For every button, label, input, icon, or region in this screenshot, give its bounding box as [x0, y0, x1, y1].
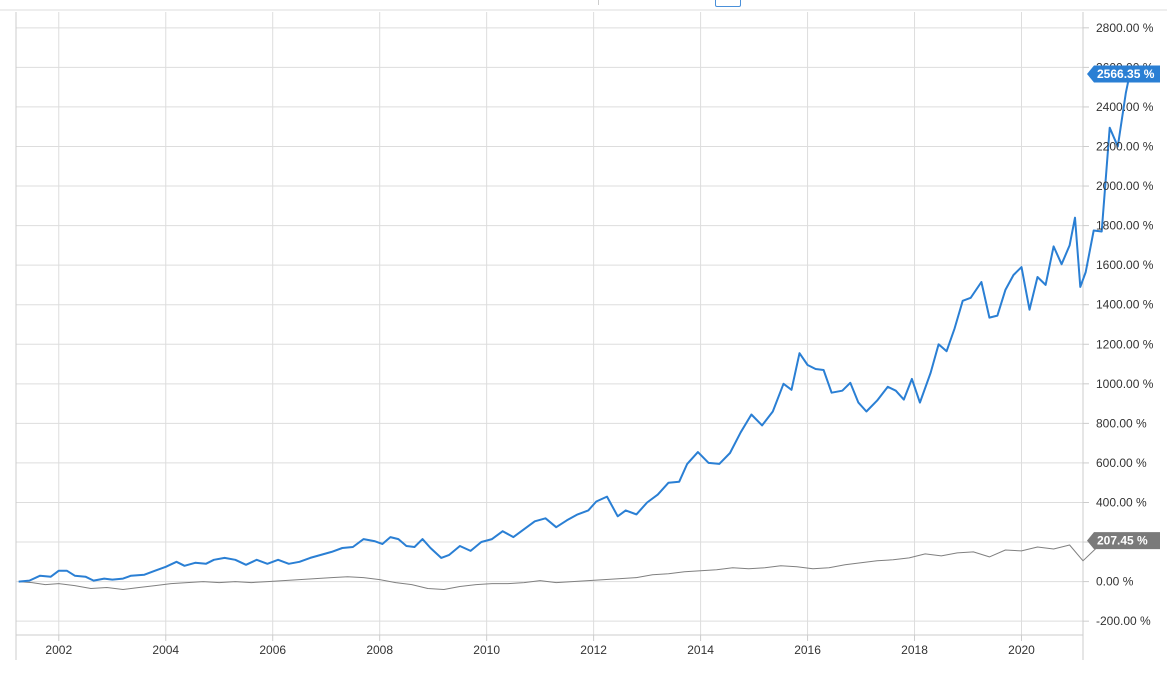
x-tick-label: 2012: [580, 643, 607, 657]
y-tick-label: 0.00 %: [1096, 575, 1134, 589]
plot-frame: [0, 9, 1167, 660]
x-tick-label: 2008: [366, 643, 393, 657]
y-tick-label: 2400.00 %: [1096, 100, 1154, 114]
y-tick-label: -200.00 %: [1096, 614, 1151, 628]
y-tick-label: 1600.00 %: [1096, 258, 1154, 272]
y-tick-label: 2200.00 %: [1096, 139, 1154, 153]
y-tick-label: 600.00 %: [1096, 456, 1147, 470]
badge-label: 207.45 %: [1097, 534, 1148, 548]
y-tick-label: 1400.00 %: [1096, 298, 1154, 312]
y-tick-label: 1000.00 %: [1096, 377, 1154, 391]
badge-shape: [1087, 532, 1160, 550]
y-tick-label: 1200.00 %: [1096, 337, 1154, 351]
x-tick-label: 2020: [1008, 643, 1035, 657]
x-axis-tick-labels: 2002 2004 2006 2008 2010 2012 2014 2016 2018 2020: [45, 643, 1035, 657]
x-tick-label: 2014: [687, 643, 714, 657]
series-lines: [18, 66, 1138, 590]
x-tick-label: 2016: [794, 643, 821, 657]
x-tick-label: 2010: [473, 643, 500, 657]
last-value-badges: 2566.35 % 207.45 %: [1087, 65, 1160, 550]
y-tick-label: 2800.00 %: [1096, 21, 1154, 35]
x-tick-label: 2002: [45, 643, 72, 657]
badge-shape: [1087, 65, 1160, 83]
badge-label: 2566.35 %: [1097, 67, 1155, 81]
x-tick-label: 2018: [901, 643, 928, 657]
grid-lines: [16, 12, 1089, 641]
x-tick-label: 2006: [259, 643, 286, 657]
y-tick-label: 400.00 %: [1096, 495, 1147, 509]
y-tick-label: 2000.00 %: [1096, 179, 1154, 193]
x-tick-label: 2004: [152, 643, 179, 657]
grey-last-value-badge: 207.45 %: [1087, 532, 1160, 550]
blue-series-line: [18, 66, 1138, 583]
top-divider-tick: [598, 0, 599, 5]
grey-series-line: [18, 540, 1137, 590]
toolbar-toggle-button[interactable]: [715, 0, 741, 7]
blue-last-value-badge: 2566.35 %: [1087, 65, 1160, 83]
y-tick-label: 1800.00 %: [1096, 219, 1154, 233]
y-tick-label: 800.00 %: [1096, 416, 1147, 430]
